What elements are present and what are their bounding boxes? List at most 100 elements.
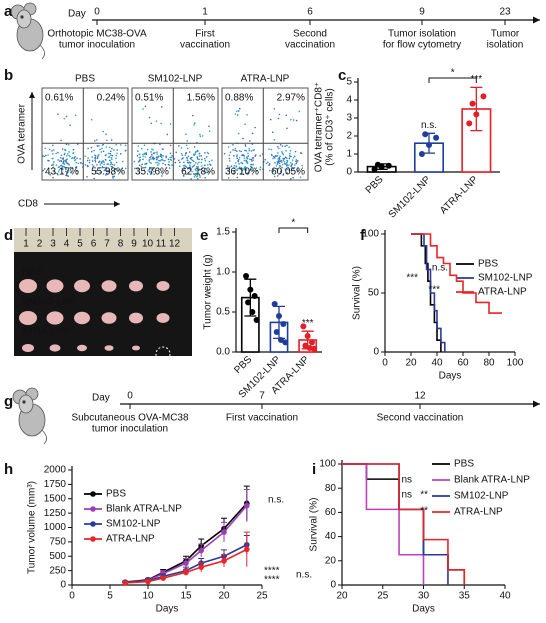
x-tick-label: 30 xyxy=(418,591,430,602)
flow-dot xyxy=(185,144,188,147)
flow-dot xyxy=(155,161,157,164)
quadrant-label: 1.56% xyxy=(187,93,215,104)
flow-dot xyxy=(119,169,122,171)
annotation: **** xyxy=(264,575,280,586)
flow-dot xyxy=(196,158,199,160)
flow-dot xyxy=(109,152,111,155)
flow-dot xyxy=(63,163,66,165)
data-point xyxy=(243,273,250,279)
flow-dot xyxy=(245,172,248,175)
panel-label: e xyxy=(200,227,208,244)
flow-dot xyxy=(250,163,252,166)
flow-dot xyxy=(181,169,184,172)
flow-dot xyxy=(279,143,282,146)
flow-dot xyxy=(249,158,251,161)
flow-dot xyxy=(98,145,100,147)
flow-dot xyxy=(101,147,103,150)
flow-dot xyxy=(111,158,113,161)
flow-dot xyxy=(194,153,196,156)
flow-dot xyxy=(150,158,152,160)
flow-dot xyxy=(74,114,77,117)
flow-dot xyxy=(96,157,99,160)
flow-dot xyxy=(272,168,275,171)
day-number: 0 xyxy=(127,391,133,402)
day-number: 0 xyxy=(94,7,100,18)
event-label: vaccination xyxy=(180,40,230,51)
y-axis-label: Survival (%) xyxy=(309,498,320,552)
flow-dot xyxy=(228,157,231,160)
data-point xyxy=(466,120,473,127)
flow-dot xyxy=(279,155,282,158)
x-tick-label: 0 xyxy=(382,358,388,369)
flow-dot xyxy=(65,160,67,163)
flow-dot xyxy=(144,156,147,158)
flow-dot xyxy=(278,147,280,150)
flow-dot xyxy=(111,147,113,150)
flow-dot xyxy=(91,156,93,158)
flow-dot xyxy=(162,162,164,165)
flow-dot xyxy=(191,170,193,173)
flow-dot xyxy=(90,150,93,153)
flow-dot xyxy=(236,110,238,112)
flow-dot xyxy=(296,159,299,162)
flow-dot xyxy=(201,165,203,167)
flow-dot xyxy=(280,159,282,162)
flow-dot xyxy=(289,161,292,164)
flow-dot xyxy=(200,161,203,164)
flow-x-label: CD8 xyxy=(18,199,38,210)
flow-dot xyxy=(278,156,281,159)
x-tick-label: 15 xyxy=(180,591,192,602)
flow-dot xyxy=(296,169,299,171)
y-tick-label: 1.0 xyxy=(216,267,230,278)
flow-dot xyxy=(90,119,93,121)
flow-dot xyxy=(119,153,122,155)
y-tick-label: 0.5 xyxy=(216,307,230,318)
flow-dot xyxy=(196,178,199,180)
flow-dot xyxy=(60,156,62,159)
flow-dot xyxy=(160,122,162,125)
flow-dot xyxy=(160,171,163,174)
flow-dot xyxy=(252,157,255,159)
quadrant-label: 0.24% xyxy=(97,93,125,104)
day-label: Day xyxy=(92,393,110,404)
flow-dot xyxy=(142,153,144,156)
data-point xyxy=(221,529,227,535)
flow-dot xyxy=(159,153,162,156)
flow-dot xyxy=(149,156,151,159)
flow-dot xyxy=(115,154,118,157)
flow-dot xyxy=(94,161,97,163)
flow-dot xyxy=(144,163,146,165)
flow-dot xyxy=(169,152,172,155)
flow-dot xyxy=(185,173,188,176)
flow-dot xyxy=(98,167,101,169)
flow-dot xyxy=(48,159,50,162)
flow-dot xyxy=(99,171,101,174)
flow-dot xyxy=(270,148,273,151)
flow-dot xyxy=(292,176,294,179)
flow-dot xyxy=(189,166,191,168)
flow-dot xyxy=(295,158,298,161)
flow-dot xyxy=(233,167,235,169)
flow-dot xyxy=(105,166,107,169)
flow-dot xyxy=(238,149,241,152)
flow-dot xyxy=(195,169,197,172)
flow-dot xyxy=(301,164,303,167)
flow-dot xyxy=(290,164,293,167)
flow-dot xyxy=(189,157,192,159)
ruler-number: 11 xyxy=(156,239,167,250)
flow-dot xyxy=(108,155,111,158)
ruler-number: 8 xyxy=(118,239,124,250)
flow-dot xyxy=(143,144,146,147)
x-tick-label: 100 xyxy=(507,358,524,369)
flow-dot xyxy=(278,158,281,161)
flow-dot xyxy=(242,168,244,170)
flow-dot xyxy=(268,148,270,150)
flow-dot xyxy=(234,147,237,150)
flow-dot xyxy=(161,148,164,150)
flow-dot xyxy=(238,163,240,165)
flow-dot xyxy=(110,154,112,157)
flow-dot xyxy=(264,158,267,161)
flow-dot xyxy=(267,161,269,164)
flow-dot xyxy=(152,149,154,151)
flow-dot xyxy=(286,127,288,130)
